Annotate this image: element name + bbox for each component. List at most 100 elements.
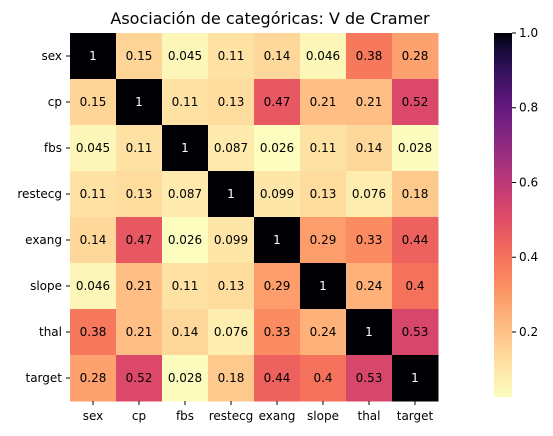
heatmap-cell	[254, 33, 301, 80]
cell-value-label: 0.18	[402, 187, 429, 201]
heatmap-cell	[346, 171, 393, 218]
heatmap-cell	[254, 217, 301, 264]
cell-value-label: 0.14	[80, 233, 107, 247]
heatmap-cell	[70, 79, 117, 126]
cell-value-label: 0.18	[218, 371, 245, 385]
cell-value-label: 0.028	[168, 371, 202, 385]
cell-value-label: 0.11	[172, 279, 199, 293]
heatmap-cell	[346, 355, 393, 402]
heatmap-cell	[392, 125, 439, 172]
x-axis-tick-label: fbs	[176, 409, 194, 423]
cell-value-label: 0.11	[218, 49, 245, 63]
x-axis-tick-label: thal	[358, 409, 381, 423]
cell-value-label: 0.28	[80, 371, 107, 385]
colorbar-gradient	[494, 33, 512, 397]
heatmap-cell	[392, 263, 439, 310]
x-axis-tick-label: slope	[307, 409, 339, 423]
heatmap-cell	[116, 309, 163, 356]
heatmap-cell	[392, 33, 439, 80]
heatmap-cell	[208, 309, 255, 356]
heatmap-cell	[208, 79, 255, 126]
y-axis-tick-label: cp	[48, 95, 62, 109]
heatmap-cell	[208, 33, 255, 80]
y-axis-tick-label: slope	[30, 279, 62, 293]
heatmap-cell	[70, 309, 117, 356]
x-axis-tick-label: exang	[259, 409, 296, 423]
colorbar-tick-label: 0.2	[519, 325, 538, 339]
colorbar-tick-label: 0.8	[519, 101, 538, 115]
heatmap-cell	[116, 263, 163, 310]
cell-value-label: 0.026	[168, 233, 202, 247]
y-axis-tick-label: fbs	[44, 141, 62, 155]
cell-value-label: 0.47	[264, 95, 291, 109]
heatmap-cell	[116, 355, 163, 402]
cell-value-label: 0.11	[80, 187, 107, 201]
cell-value-label: 0.29	[264, 279, 291, 293]
cell-value-label: 0.53	[402, 325, 429, 339]
cell-value-label: 0.14	[264, 49, 291, 63]
heatmap-cells: 1 0.15 0.045 0.11 0.14 0.046 0.38 0.28 0.15 1 0.11…	[70, 33, 439, 402]
cell-value-label: 1	[365, 325, 373, 339]
cell-value-label: 0.045	[168, 49, 202, 63]
cell-value-label: 0.13	[126, 187, 153, 201]
cell-value-label: 0.099	[214, 233, 248, 247]
cell-value-label: 0.21	[310, 95, 337, 109]
heatmap-cell	[392, 309, 439, 356]
x-axis-tick-label: cp	[132, 409, 146, 423]
heatmap-cell	[162, 79, 209, 126]
cell-value-label: 0.38	[356, 49, 383, 63]
heatmap-cell	[116, 33, 163, 80]
heatmap-cell	[116, 125, 163, 172]
heatmap-cell	[162, 263, 209, 310]
heatmap-cell	[300, 79, 347, 126]
heatmap-cell	[346, 33, 393, 80]
cell-value-label: 0.14	[356, 141, 383, 155]
cell-value-label: 1	[89, 49, 97, 63]
cell-value-label: 1	[411, 371, 419, 385]
heatmap-cell	[162, 309, 209, 356]
y-axis-tick-label: sex	[41, 49, 62, 63]
cell-value-label: 1	[135, 95, 143, 109]
heatmap-cell	[208, 125, 255, 172]
cell-value-label: 1	[273, 233, 281, 247]
cell-value-label: 0.13	[218, 95, 245, 109]
heatmap-cell	[346, 125, 393, 172]
cell-value-label: 0.045	[76, 141, 110, 155]
heatmap-cell	[392, 355, 439, 402]
cell-value-label: 0.046	[76, 279, 110, 293]
heatmap-cell	[208, 355, 255, 402]
y-axis-tick-label: exang	[25, 233, 62, 247]
heatmap-cell	[116, 217, 163, 264]
heatmap-cell	[300, 33, 347, 80]
cell-value-label: 0.53	[356, 371, 383, 385]
cell-value-label: 0.21	[356, 95, 383, 109]
heatmap-cell	[162, 33, 209, 80]
heatmap-cell	[70, 355, 117, 402]
cell-value-label: 0.4	[313, 371, 332, 385]
x-axis-tick-label: sex	[83, 409, 104, 423]
heatmap-cell	[70, 263, 117, 310]
heatmap-cell	[254, 309, 301, 356]
heatmap-cell	[254, 263, 301, 310]
cell-value-label: 0.11	[126, 141, 153, 155]
heatmap-cell	[346, 79, 393, 126]
heatmap-cell	[392, 217, 439, 264]
heatmap-cell	[300, 171, 347, 218]
cell-value-label: 0.13	[310, 187, 337, 201]
cell-value-label: 0.087	[168, 187, 202, 201]
x-axis-tick-labels: sex cp fbs restecg exang slope thal target	[83, 401, 434, 423]
colorbar: 0.2 0.4 0.6 0.8 1.0	[494, 26, 538, 397]
heatmap-cell	[346, 217, 393, 264]
cell-value-label: 1	[181, 141, 189, 155]
cell-value-label: 0.21	[126, 279, 153, 293]
colorbar-tick-label: 1.0	[519, 26, 538, 40]
heatmap-cell	[162, 217, 209, 264]
heatmap-cell	[300, 355, 347, 402]
heatmap-cell	[70, 171, 117, 218]
heatmap-cell	[208, 217, 255, 264]
heatmap-cell	[162, 125, 209, 172]
cell-value-label: 0.15	[126, 49, 153, 63]
cell-value-label: 0.44	[264, 371, 291, 385]
cell-value-label: 0.24	[356, 279, 383, 293]
cell-value-label: 0.38	[80, 325, 107, 339]
